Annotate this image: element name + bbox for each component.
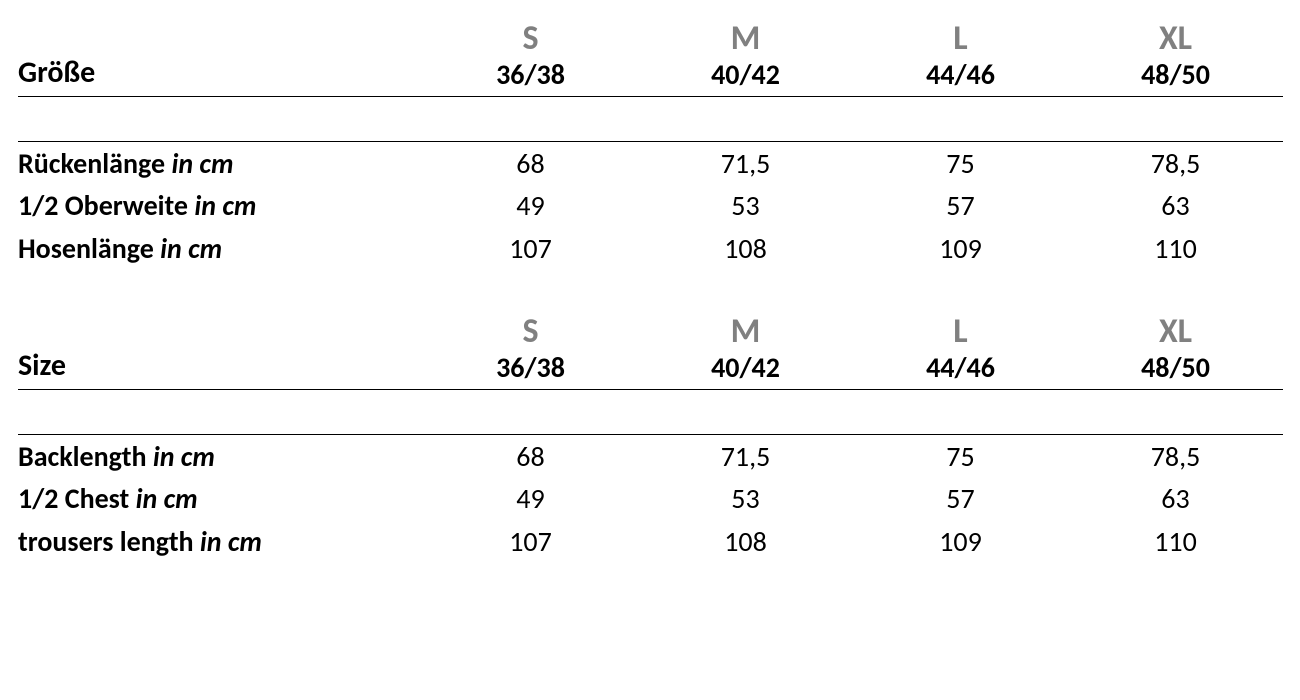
size-col-l: L 44/46	[853, 313, 1068, 389]
header-label: Size	[18, 313, 423, 389]
size-col-m: M 40/42	[638, 313, 853, 389]
row-unit: in cm	[200, 524, 262, 559]
cell: 53	[638, 477, 853, 519]
size-col-m: M 40/42	[638, 20, 853, 96]
size-col-xl: XL 48/50	[1068, 313, 1283, 389]
cell: 63	[1068, 477, 1283, 519]
table-row: 1/2 Chest in cm 49 53 57 63	[18, 477, 1283, 519]
row-unit: in cm	[153, 439, 215, 474]
size-col-xl: XL 48/50	[1068, 20, 1283, 96]
size-number: 44/46	[853, 350, 1068, 386]
size-number: 48/50	[1068, 350, 1283, 386]
cell: 78,5	[1068, 434, 1283, 477]
size-letter: L	[853, 313, 1068, 350]
cell: 57	[853, 477, 1068, 519]
table-row: Rückenlänge in cm 68 71,5 75 78,5	[18, 141, 1283, 184]
cell: 110	[1068, 520, 1283, 562]
cell: 110	[1068, 227, 1283, 269]
table-row: Hosenlänge in cm 107 108 109 110	[18, 227, 1283, 269]
cell: 107	[423, 520, 638, 562]
size-letter: XL	[1068, 313, 1283, 350]
row-unit: in cm	[136, 481, 198, 516]
cell: 107	[423, 227, 638, 269]
row-label: trousers length in cm	[18, 520, 423, 562]
cell: 71,5	[638, 141, 853, 184]
size-col-l: L 44/46	[853, 20, 1068, 96]
size-number: 36/38	[423, 57, 638, 93]
size-letter: M	[638, 313, 853, 350]
row-label: Backlength in cm	[18, 434, 423, 477]
size-letter: L	[853, 20, 1068, 57]
cell: 53	[638, 184, 853, 226]
size-letter: XL	[1068, 20, 1283, 57]
size-number: 44/46	[853, 57, 1068, 93]
table-header-row: Size S 36/38 M 40/42 L 44/46 XL 48/50	[18, 313, 1283, 389]
cell: 109	[853, 520, 1068, 562]
size-number: 40/42	[638, 57, 853, 93]
table-header-row: Größe S 36/38 M 40/42 L 44/46 XL 48/50	[18, 20, 1283, 96]
size-number: 36/38	[423, 350, 638, 386]
row-unit: in cm	[194, 188, 256, 223]
size-letter: S	[423, 20, 638, 57]
row-label: 1/2 Chest in cm	[18, 477, 423, 519]
cell: 63	[1068, 184, 1283, 226]
cell: 109	[853, 227, 1068, 269]
cell: 108	[638, 227, 853, 269]
size-number: 48/50	[1068, 57, 1283, 93]
spacer-row	[18, 389, 1283, 434]
table-row: 1/2 Oberweite in cm 49 53 57 63	[18, 184, 1283, 226]
cell: 75	[853, 141, 1068, 184]
size-number: 40/42	[638, 350, 853, 386]
size-letter: S	[423, 313, 638, 350]
size-table-de: Größe S 36/38 M 40/42 L 44/46 XL 48/50 R…	[18, 20, 1283, 269]
row-label: Rückenlänge in cm	[18, 141, 423, 184]
cell: 71,5	[638, 434, 853, 477]
row-label: 1/2 Oberweite in cm	[18, 184, 423, 226]
size-table-en: Size S 36/38 M 40/42 L 44/46 XL 48/50 Ba…	[18, 313, 1283, 562]
size-col-s: S 36/38	[423, 20, 638, 96]
size-letter: M	[638, 20, 853, 57]
table-row: Backlength in cm 68 71,5 75 78,5	[18, 434, 1283, 477]
cell: 49	[423, 184, 638, 226]
size-col-s: S 36/38	[423, 313, 638, 389]
header-label: Größe	[18, 20, 423, 96]
cell: 78,5	[1068, 141, 1283, 184]
row-unit: in cm	[160, 231, 222, 266]
cell: 108	[638, 520, 853, 562]
cell: 57	[853, 184, 1068, 226]
table-row: trousers length in cm 107 108 109 110	[18, 520, 1283, 562]
row-unit: in cm	[171, 146, 233, 181]
cell: 75	[853, 434, 1068, 477]
cell: 49	[423, 477, 638, 519]
row-label: Hosenlänge in cm	[18, 227, 423, 269]
spacer-row	[18, 96, 1283, 141]
cell: 68	[423, 434, 638, 477]
cell: 68	[423, 141, 638, 184]
